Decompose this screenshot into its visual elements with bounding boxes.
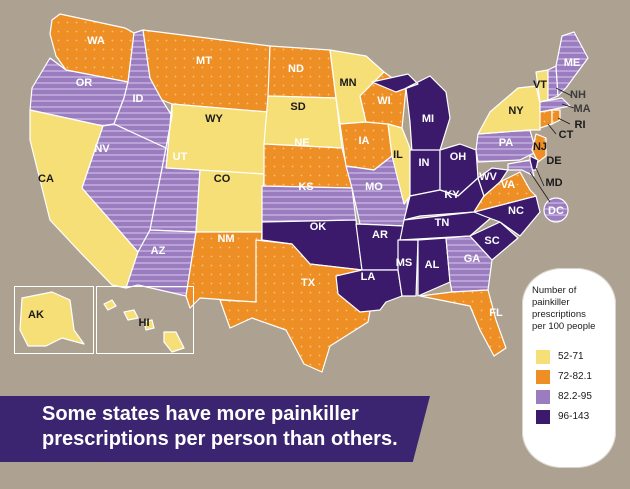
state-label-mt: MT — [196, 55, 212, 67]
state-label-dc: DC — [548, 205, 564, 217]
state-label-ky: KY — [444, 189, 460, 201]
caption-line-2: prescriptions per person than others. — [42, 428, 398, 450]
legend-swatch — [536, 390, 550, 404]
state-label-nh: NH — [570, 89, 586, 101]
state-ct — [539, 109, 553, 129]
state-label-sd: SD — [290, 101, 305, 113]
state-label-va: VA — [501, 179, 516, 191]
alaska-inset-box — [14, 286, 94, 354]
legend-title-line: painkiller — [532, 297, 570, 308]
state-nj — [531, 133, 547, 163]
state-label-pa: PA — [499, 137, 514, 149]
state-me — [555, 31, 589, 97]
state-label-wa: WA — [87, 35, 105, 47]
state-label-nc: NC — [508, 205, 524, 217]
state-label-tx: TX — [301, 277, 316, 289]
state-label-or: OR — [76, 77, 93, 89]
state-label-la: LA — [361, 271, 376, 283]
state-label-il: IL — [393, 149, 403, 161]
legend-title-line: prescriptions — [532, 309, 586, 320]
state-label-sc: SC — [484, 235, 499, 247]
state-label-az: AZ — [151, 245, 166, 257]
hawaii-inset-box — [96, 286, 194, 354]
state-label-fl: FL — [489, 307, 503, 319]
state-ms — [397, 239, 419, 297]
state-label-oh: OH — [450, 151, 467, 163]
state-label-ia: IA — [359, 135, 370, 147]
state-label-al: AL — [425, 259, 440, 271]
state-label-mn: MN — [339, 77, 356, 89]
state-mi — [371, 73, 451, 153]
legend-swatch — [536, 350, 550, 364]
state-label-ms: MS — [396, 257, 413, 269]
legend-label: 96-143 — [558, 411, 590, 422]
caption-line-1: Some states have more painkiller — [42, 403, 359, 425]
legend-title-line: Number of — [532, 285, 577, 296]
state-ak — [19, 291, 85, 347]
state-tx — [219, 239, 375, 373]
state-md — [507, 159, 535, 177]
caption-banner: Some states have more painkiller prescri… — [0, 396, 430, 462]
legend-title: Number of painkiller prescriptions per 1… — [532, 285, 612, 333]
legend-label: 72-82.1 — [558, 371, 592, 382]
state-label-wy: WY — [205, 113, 223, 125]
state-label-md: MD — [545, 177, 562, 189]
legend-title-line: per 100 people — [532, 321, 596, 332]
state-label-ga: GA — [464, 253, 481, 265]
state-ma — [539, 97, 571, 113]
state-label-ca: CA — [38, 173, 54, 185]
state-label-de: DE — [546, 155, 561, 167]
leader-lines — [529, 87, 575, 203]
state-label-hi: HI — [139, 317, 150, 329]
legend-label: 52-71 — [558, 351, 584, 362]
state-label-wi: WI — [377, 95, 390, 107]
legend: Number of painkiller prescriptions per 1… — [522, 268, 616, 468]
state-label-co: CO — [214, 173, 231, 185]
state-ri — [551, 109, 561, 125]
state-label-me: ME — [564, 57, 581, 69]
legend-swatch — [536, 410, 550, 424]
state-hi — [103, 299, 185, 353]
state-label-mi: MI — [422, 113, 434, 125]
state-label-nm: NM — [217, 233, 234, 245]
state-label-tn: TN — [435, 217, 450, 229]
state-id — [113, 29, 173, 149]
state-label-ak: AK — [28, 309, 44, 321]
state-label-nd: ND — [288, 63, 304, 75]
state-mt — [142, 29, 271, 113]
state-label-wv: WV — [479, 171, 497, 183]
state-label-vt: VT — [533, 79, 547, 91]
state-label-in: IN — [419, 157, 430, 169]
state-label-mo: MO — [365, 181, 383, 193]
state-label-ma: MA — [573, 103, 590, 115]
state-sc — [469, 221, 519, 261]
state-label-ks: KS — [298, 181, 313, 193]
legend-swatch — [536, 370, 550, 384]
state-label-ri: RI — [575, 119, 586, 131]
state-label-nv: NV — [94, 143, 110, 155]
state-label-ok: OK — [310, 221, 327, 233]
state-label-ny: NY — [508, 105, 524, 117]
state-label-ut: UT — [173, 151, 188, 163]
state-label-ne: NE — [294, 137, 309, 149]
state-label-nj: NJ — [533, 141, 547, 153]
state-label-ct: CT — [559, 129, 574, 141]
state-label-ar: AR — [372, 229, 388, 241]
state-fl — [419, 289, 507, 357]
state-label-id: ID — [133, 93, 144, 105]
dc-marker — [543, 197, 569, 223]
legend-label: 82.2-95 — [558, 391, 592, 402]
state-wv — [477, 167, 509, 197]
